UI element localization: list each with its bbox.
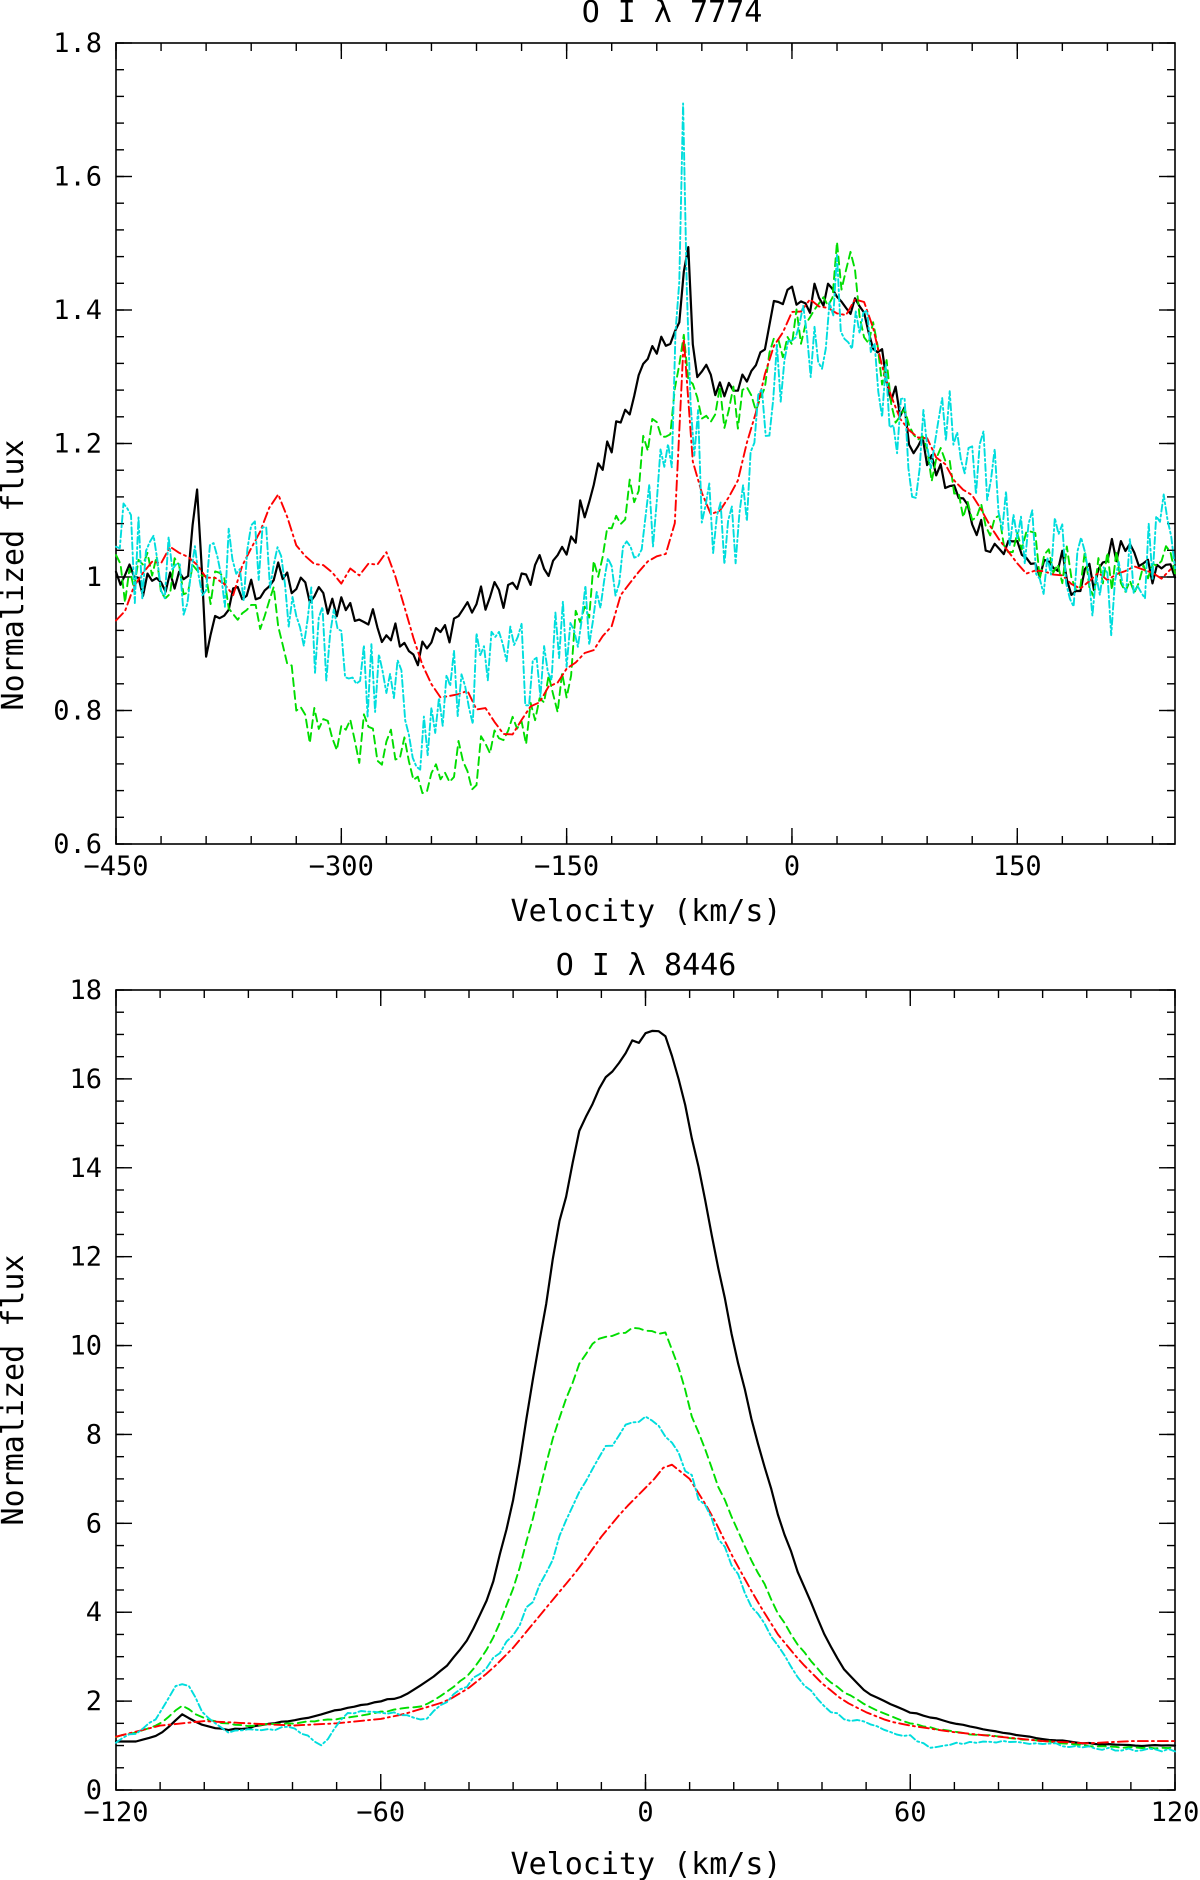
y-tick-label: 1 (86, 562, 102, 593)
series-green-dashed (115, 1326, 1176, 1750)
series-red-dashdot (115, 298, 1172, 736)
y-tick-label: 12 (69, 1242, 102, 1273)
y-axis-label: Normalized flux (0, 440, 31, 711)
panel-o-i-8446: O I λ 8446 −120 −60 0 60 120024681012141618 … (0, 948, 1199, 1880)
x-tick-label: 0 (784, 851, 800, 882)
y-tick-label: 0.6 (53, 829, 102, 860)
series-cyan-dashdot (115, 1415, 1176, 1753)
y-axis-label: Normalized flux (0, 1255, 31, 1526)
x-tick-label: −150 (534, 851, 599, 882)
x-tick-label: 0 (637, 1797, 653, 1828)
series-black-solid (114, 1029, 1177, 1748)
axis-ticks (115, 989, 1176, 1791)
tick-labels: −450 −300 −150 0 150 0.6 0.8 1 1.2 1.4 1.6 1.8 (53, 28, 1041, 882)
chart-title: O I λ 8446 (556, 948, 737, 983)
x-tick-label: −450 (83, 851, 148, 882)
data-series (114, 102, 1177, 795)
y-tick-label: 0 (86, 1775, 102, 1806)
y-tick-label: 0.8 (53, 696, 102, 727)
y-tick-label: 14 (69, 1153, 102, 1184)
series-black-solid (114, 246, 1177, 667)
plot-frame (115, 989, 1176, 1791)
x-tick-label: 150 (993, 851, 1042, 882)
x-tick-label: −60 (356, 1797, 405, 1828)
y-tick-label: 1.8 (53, 28, 102, 59)
x-tick-label: −120 (83, 1797, 148, 1828)
y-tick-label: 8 (86, 1419, 102, 1450)
y-tick-label: 6 (86, 1508, 102, 1539)
y-tick-label: 16 (69, 1064, 102, 1095)
x-tick-label: 60 (894, 1797, 927, 1828)
chart-title: O I λ 7774 (582, 0, 763, 30)
axis-ticks (115, 42, 1175, 845)
series-cyan-dashdot (115, 102, 1176, 771)
x-axis-label: Velocity (km/s) (511, 1847, 782, 1880)
y-tick-label: 1.2 (53, 429, 102, 460)
y-tick-label: 2 (86, 1686, 102, 1717)
x-tick-label: −300 (309, 851, 374, 882)
tick-labels: −120 −60 0 60 120 0 2 4 6 8 10 12 14 16 18 (69, 975, 1199, 1828)
x-axis-label: Velocity (km/s) (511, 894, 782, 929)
y-tick-label: 10 (69, 1331, 102, 1362)
y-tick-label: 1.4 (53, 295, 102, 326)
y-tick-label: 18 (69, 975, 102, 1006)
x-tick-label: 120 (1151, 1797, 1200, 1828)
data-series (114, 1029, 1177, 1753)
panel-o-i-7774: O I λ 7774 −450 −300 −150 0 150 0.6 0.8 1 1.2 1.4… (0, 0, 1177, 929)
y-tick-label: 1.6 (53, 162, 102, 193)
y-tick-label: 4 (86, 1597, 102, 1628)
series-red-dashdot (115, 1463, 1176, 1745)
